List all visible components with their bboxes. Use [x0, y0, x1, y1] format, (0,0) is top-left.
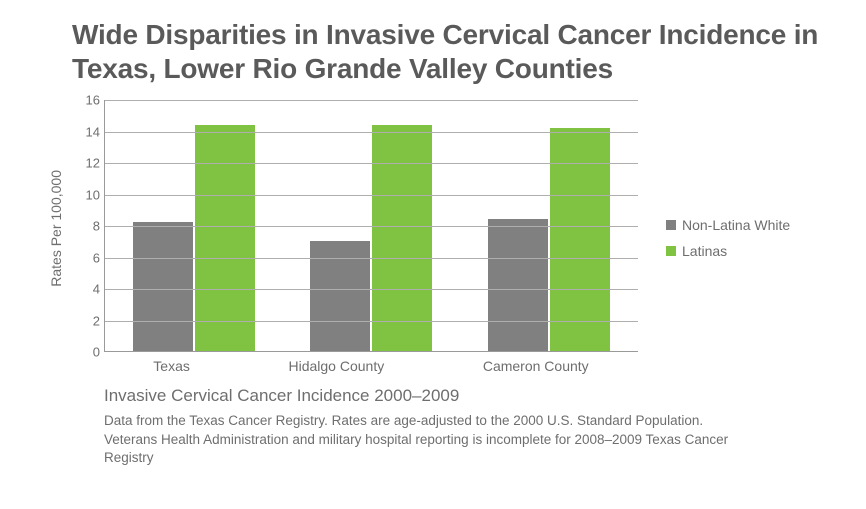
plot-container: 0246810121416 TexasHidalgo CountyCameron… — [72, 100, 638, 376]
grid-line — [105, 258, 638, 259]
grid-line — [105, 289, 638, 290]
y-tick-label: 4 — [72, 282, 100, 297]
y-tick-label: 10 — [72, 187, 100, 202]
chart-footnote: Data from the Texas Cancer Registry. Rat… — [104, 412, 744, 467]
legend: Non-Latina White Latinas — [666, 100, 790, 376]
y-tick-label: 2 — [72, 313, 100, 328]
x-tick-label: Hidalgo County — [288, 358, 384, 374]
bar — [133, 222, 193, 351]
grid-line — [105, 100, 638, 101]
grid-line — [105, 163, 638, 164]
bar — [488, 219, 548, 351]
y-tick-label: 0 — [72, 345, 100, 360]
y-tick-label: 14 — [72, 124, 100, 139]
bar-group — [133, 125, 255, 352]
legend-item: Latinas — [666, 243, 790, 259]
bar — [372, 125, 432, 352]
x-labels: Texas Hidalgo County Cameron County — [104, 356, 638, 376]
bar-group — [310, 125, 432, 352]
x-tick-label: Texas — [153, 358, 190, 374]
chart-row: 0246810121416 TexasHidalgo CountyCameron… — [72, 100, 846, 376]
legend-label: Non-Latina White — [682, 217, 790, 233]
chart-container: Wide Disparities in Invasive Cervical Ca… — [0, 0, 866, 509]
y-axis-label: Rates Per 100,000 — [48, 170, 64, 287]
y-tick-label: 8 — [72, 219, 100, 234]
legend-label: Latinas — [682, 243, 727, 259]
grid-line — [105, 226, 638, 227]
chart-title: Wide Disparities in Invasive Cervical Ca… — [72, 18, 846, 86]
grid-line — [105, 321, 638, 322]
grid-line — [105, 195, 638, 196]
legend-item: Non-Latina White — [666, 217, 790, 233]
plot-area — [104, 100, 638, 352]
grid-line — [105, 132, 638, 133]
y-tick-label: 12 — [72, 156, 100, 171]
y-tick-label: 16 — [72, 93, 100, 108]
x-tick-label: Cameron County — [483, 358, 589, 374]
legend-swatch — [666, 246, 676, 256]
y-tick-label: 6 — [72, 250, 100, 265]
bar-group — [488, 128, 610, 352]
bar — [195, 125, 255, 352]
legend-swatch — [666, 220, 676, 230]
chart-subtitle: Invasive Cervical Cancer Incidence 2000–… — [104, 386, 846, 406]
bar — [550, 128, 610, 352]
